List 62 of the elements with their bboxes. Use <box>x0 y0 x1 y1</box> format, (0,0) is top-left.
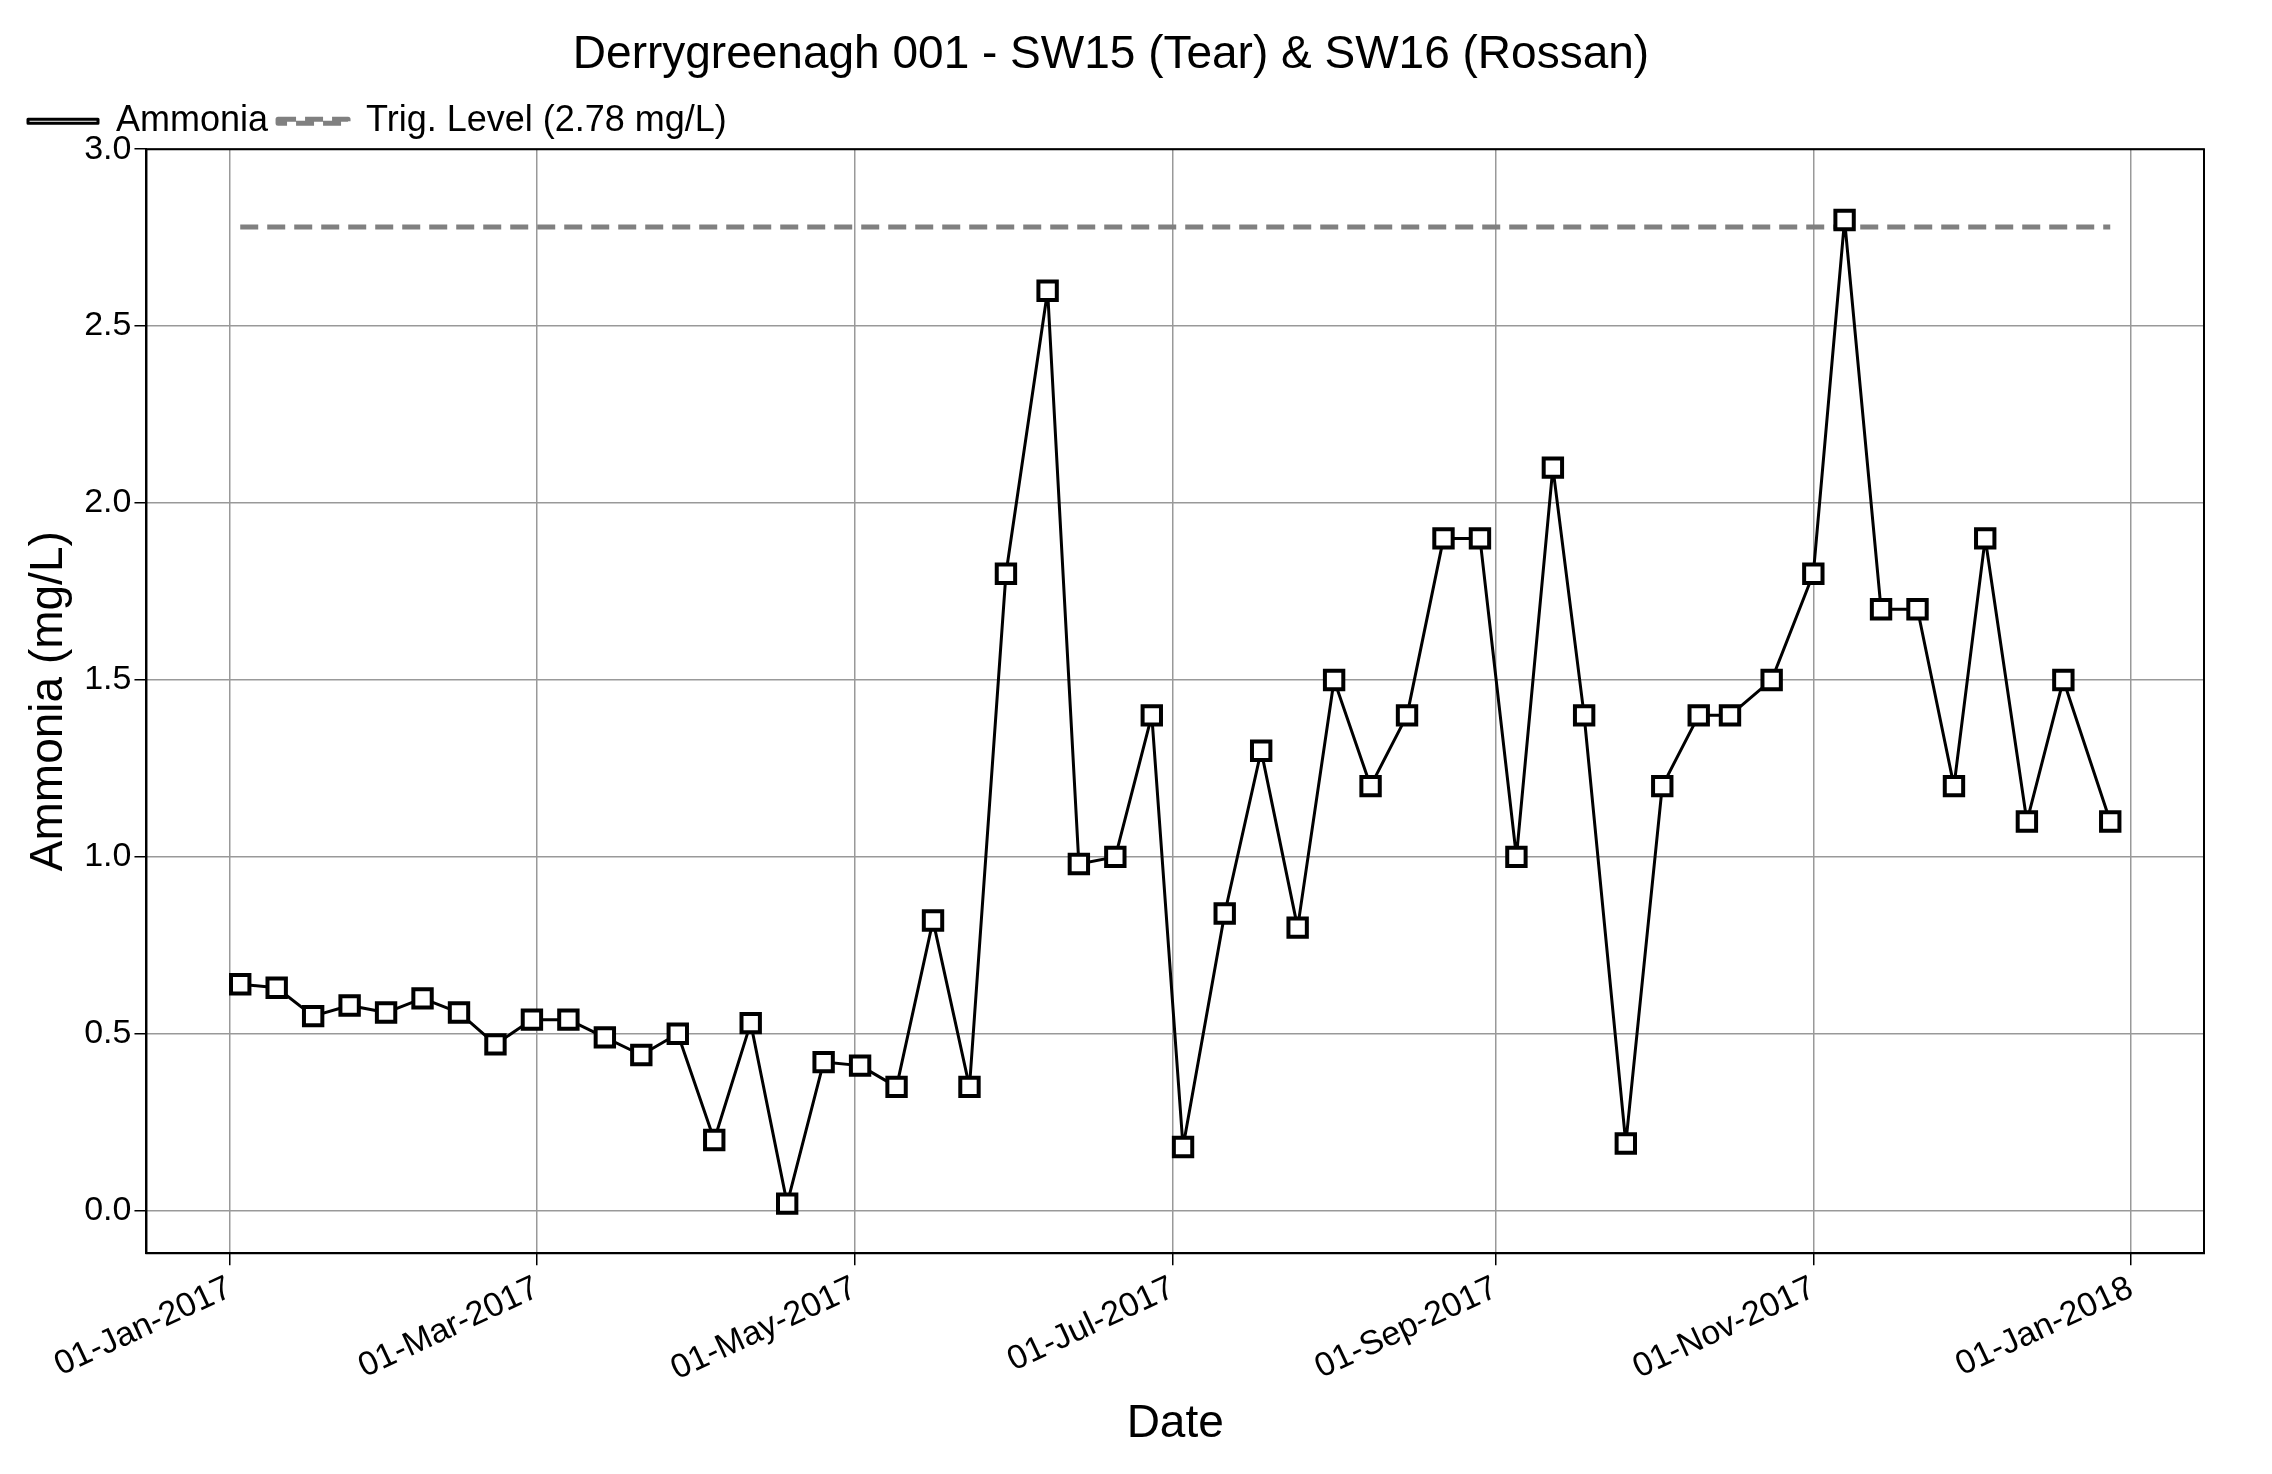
point <box>1614 1132 1637 1155</box>
point <box>2052 668 2075 692</box>
point <box>1171 1135 1195 1159</box>
point <box>484 1033 507 1056</box>
point <box>1942 774 1966 798</box>
point <box>1104 845 1127 869</box>
point <box>374 1001 398 1024</box>
point <box>2099 810 2122 833</box>
point <box>2015 810 2039 833</box>
point <box>301 1004 325 1028</box>
point <box>1322 668 1346 692</box>
point <box>1869 597 1893 621</box>
point <box>666 1022 689 1045</box>
point <box>630 1043 653 1067</box>
point <box>229 973 252 996</box>
point <box>1802 562 1825 585</box>
point <box>921 909 945 932</box>
point <box>593 1026 617 1049</box>
point <box>411 987 434 1010</box>
point <box>958 1075 981 1099</box>
point <box>1036 279 1059 302</box>
y-axis-title: Ammonia (mg/L) <box>20 531 73 872</box>
point <box>447 1001 471 1024</box>
point <box>338 994 361 1017</box>
y-tick-label: 2.0 <box>84 481 132 520</box>
point <box>994 562 1018 585</box>
y-tick-label: 1.5 <box>84 658 132 697</box>
point <box>775 1192 799 1215</box>
point <box>1395 704 1419 727</box>
point <box>1213 902 1236 925</box>
point <box>1572 704 1596 727</box>
point <box>1833 208 1856 232</box>
point <box>1505 845 1528 869</box>
point <box>1468 527 1492 550</box>
point <box>1974 527 1997 550</box>
point <box>1359 774 1382 798</box>
point <box>520 1008 544 1031</box>
y-tick-label: 1.0 <box>84 835 132 874</box>
point <box>739 1011 762 1035</box>
point <box>1718 704 1742 727</box>
point <box>1541 456 1565 479</box>
point <box>885 1075 908 1099</box>
y-tick-label: 0.5 <box>84 1012 132 1051</box>
y-tick-label: 2.5 <box>84 304 132 343</box>
point <box>1249 739 1273 762</box>
x-axis-title: Date <box>1126 1395 1224 1448</box>
chart-title: Derrygreenagh 001 - SW15 (Tear) & SW16 (Rossan) <box>572 26 1650 79</box>
legend-label: Trig. Level (2.78 mg/L) <box>366 98 727 140</box>
point <box>1286 916 1309 939</box>
point <box>703 1128 726 1152</box>
point <box>557 1008 580 1031</box>
point <box>1687 704 1710 727</box>
y-tick-label: 0.0 <box>84 1189 132 1228</box>
point <box>1760 668 1783 692</box>
point <box>812 1050 835 1074</box>
point <box>265 976 288 999</box>
point <box>848 1054 872 1077</box>
point <box>1651 774 1674 798</box>
point <box>1067 852 1091 876</box>
point <box>1906 597 1929 621</box>
point <box>1432 527 1455 550</box>
point <box>1140 704 1163 727</box>
